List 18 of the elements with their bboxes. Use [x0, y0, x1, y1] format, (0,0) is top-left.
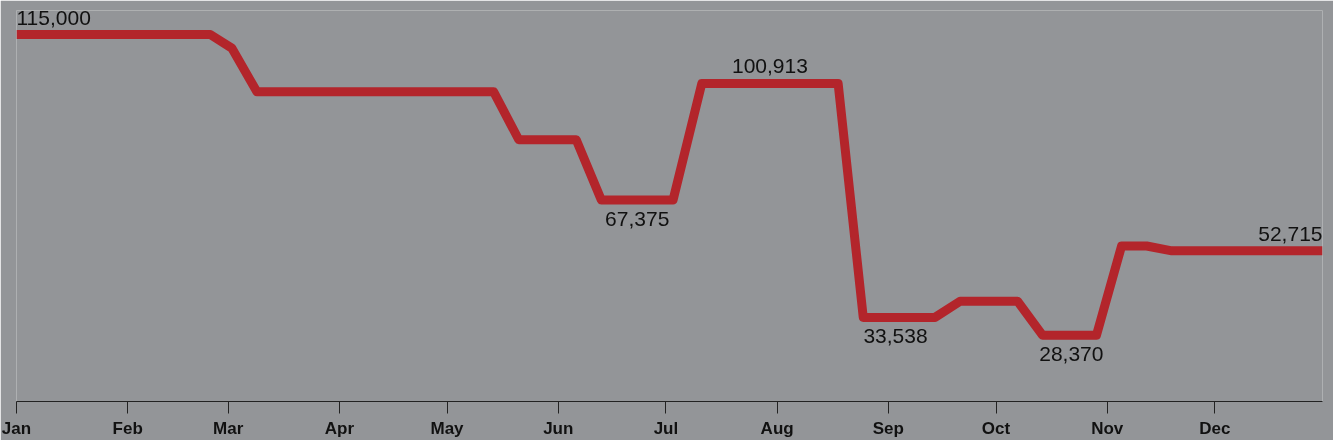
x-tick-label: Sep — [872, 418, 904, 438]
x-tick-label: Nov — [1091, 418, 1124, 438]
x-tick-label: Apr — [324, 418, 355, 438]
x-tick-label: Feb — [112, 418, 143, 438]
x-tick-label: Jul — [653, 418, 679, 438]
data-label: 33,538 — [863, 324, 928, 348]
data-label: 67,375 — [605, 206, 670, 230]
x-tick-label: May — [430, 418, 465, 438]
data-label: 115,000 — [16, 5, 91, 29]
data-label: 28,370 — [1039, 342, 1104, 366]
x-tick-label: Dec — [1199, 418, 1231, 438]
x-tick-label: Jun — [543, 418, 574, 438]
x-tick-label: Oct — [981, 418, 1011, 438]
x-tick-label: Mar — [213, 418, 244, 438]
x-tick-label: Aug — [760, 418, 794, 438]
data-label: 100,913 — [732, 54, 808, 78]
data-label: 52,715 — [1258, 221, 1323, 245]
x-tick-label: Jan — [1, 418, 32, 438]
